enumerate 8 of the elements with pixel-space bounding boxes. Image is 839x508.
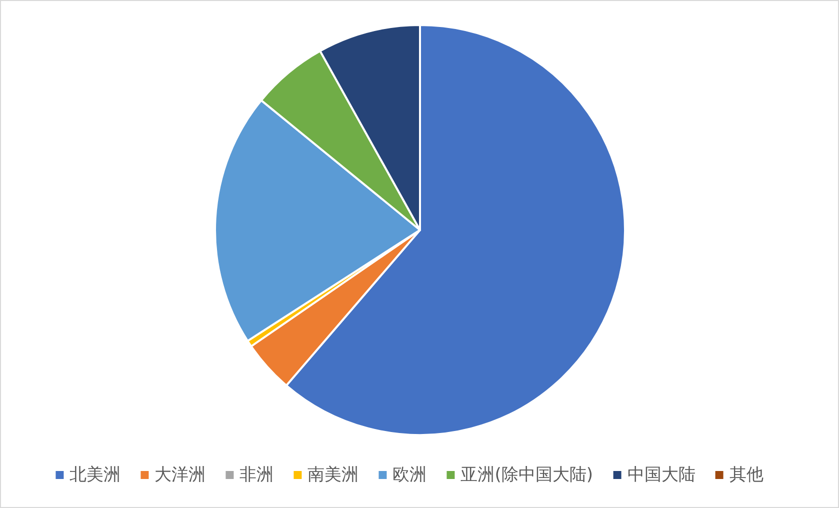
legend-label: 南美洲 (308, 465, 359, 485)
legend-label: 非洲 (240, 465, 274, 485)
legend-label: 北美洲 (70, 465, 121, 485)
legend-label: 大洋洲 (154, 465, 206, 485)
legend-label: 中国大陆 (627, 465, 696, 485)
legend-label: 其他 (729, 465, 764, 485)
legend-label: 亚洲(除中国大陆) (460, 465, 593, 485)
legend-label: 欧洲 (392, 465, 427, 485)
